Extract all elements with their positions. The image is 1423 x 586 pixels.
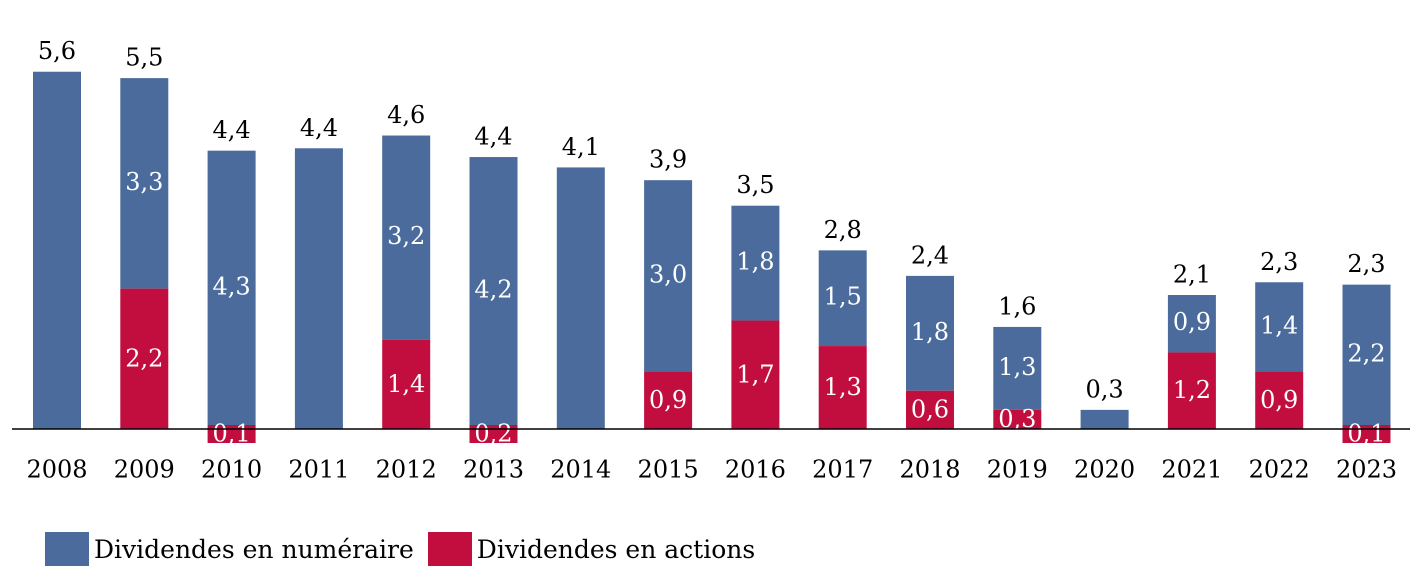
- bar-shares-2021: [1167, 352, 1216, 429]
- x-tick-2023: 2023: [1336, 456, 1397, 484]
- x-tick-2020: 2020: [1074, 456, 1135, 484]
- bar-cash-2017: [818, 250, 867, 347]
- bar-shares-2015: [644, 371, 693, 429]
- label-shares-2022: 0,9: [1260, 386, 1298, 414]
- x-tick-2018: 2018: [899, 456, 960, 484]
- x-tick-2009: 2009: [114, 456, 175, 484]
- bar-cash-2015: [644, 180, 693, 372]
- bar-shares-2022: [1255, 371, 1304, 429]
- bar-cash-2014: [556, 167, 605, 430]
- total-label-2016: 3,5: [736, 171, 774, 199]
- total-label-2008: 5,6: [38, 37, 76, 65]
- x-tick-2022: 2022: [1249, 456, 1310, 484]
- bar-cash-2020: [1080, 409, 1129, 429]
- legend-swatch-cash: [45, 532, 89, 566]
- label-cash-2013: 4,2: [474, 276, 512, 304]
- legend-item-shares: Dividendes en actions: [427, 532, 756, 566]
- bar-shares-2017: [818, 346, 867, 429]
- x-tick-2017: 2017: [812, 456, 873, 484]
- label-cash-2019: 1,3: [998, 353, 1036, 381]
- total-label-2009: 5,5: [125, 44, 163, 72]
- total-label-2017: 2,8: [824, 216, 862, 244]
- bar-shares-2016: [731, 320, 780, 429]
- label-shares-2012: 1,4: [387, 370, 425, 398]
- label-cash-2009: 3,3: [125, 168, 163, 196]
- total-label-2020: 0,3: [1086, 375, 1124, 403]
- x-tick-2021: 2021: [1161, 456, 1222, 484]
- bar-cash-2021: [1167, 295, 1216, 353]
- total-label-2013: 4,4: [474, 123, 512, 151]
- total-label-2019: 1,6: [998, 292, 1036, 320]
- bar-shares-2012: [382, 339, 431, 429]
- x-tick-2019: 2019: [987, 456, 1048, 484]
- x-tick-2014: 2014: [550, 456, 611, 484]
- bar-cash-2019: [993, 326, 1042, 410]
- bar-cash-2011: [294, 148, 343, 429]
- total-label-2010: 4,4: [213, 116, 251, 144]
- label-shares-2015: 0,9: [649, 386, 687, 414]
- legend-label-cash: Dividendes en numéraire: [94, 534, 414, 564]
- label-shares-2013: 0,2: [474, 420, 512, 448]
- total-label-2022: 2,3: [1260, 248, 1298, 276]
- total-label-2015: 3,9: [649, 146, 687, 174]
- total-label-2021: 2,1: [1173, 261, 1211, 289]
- label-cash-2010: 4,3: [213, 272, 251, 300]
- bar-cash-2022: [1255, 282, 1304, 372]
- label-shares-2018: 0,6: [911, 395, 949, 423]
- label-shares-2021: 1,2: [1173, 376, 1211, 404]
- x-tick-2008: 2008: [26, 456, 87, 484]
- legend: Dividendes en numéraire Dividendes en ac…: [45, 532, 769, 566]
- bar-cash-2010: [207, 150, 256, 425]
- label-shares-2016: 1,7: [736, 360, 774, 388]
- dividend-chart: 5,6 2008 3,3 2,2 5,5 2009 4,3 0,1 4,4 2010 4,4 2011…: [12, 37, 1410, 484]
- total-label-2023: 2,3: [1347, 250, 1385, 278]
- x-tick-2016: 2016: [725, 456, 786, 484]
- label-shares-2010: 0,1: [213, 420, 251, 448]
- bar-cash-2013: [469, 157, 518, 426]
- x-tick-2010: 2010: [201, 456, 262, 484]
- total-label-2018: 2,4: [911, 241, 949, 269]
- total-label-2011: 4,4: [300, 114, 338, 142]
- x-tick-2012: 2012: [376, 456, 437, 484]
- bar-cash-2023: [1342, 284, 1391, 425]
- label-cash-2023: 2,2: [1347, 339, 1385, 367]
- legend-item-cash: Dividendes en numéraire: [45, 532, 414, 566]
- label-shares-2009: 2,2: [125, 344, 163, 372]
- label-cash-2018: 1,8: [911, 318, 949, 346]
- bar-shares-2018: [906, 390, 954, 429]
- bar-shares-2019: [993, 409, 1042, 429]
- x-tick-2011: 2011: [288, 456, 349, 484]
- label-cash-2012: 3,2: [387, 222, 425, 250]
- bar-cash-2016: [731, 205, 780, 321]
- bar-cash-2009: [120, 78, 169, 289]
- x-tick-2015: 2015: [638, 456, 699, 484]
- legend-label-shares: Dividendes en actions: [476, 534, 756, 564]
- label-shares-2023: 0,1: [1347, 420, 1385, 448]
- label-cash-2016: 1,8: [736, 248, 774, 276]
- label-shares-2017: 1,3: [824, 373, 862, 401]
- x-tick-2013: 2013: [463, 456, 524, 484]
- total-label-2012: 4,6: [387, 101, 425, 129]
- bar-cash-2012: [382, 135, 431, 340]
- bar-cash-2018: [906, 275, 954, 391]
- bar-cash-2008: [33, 71, 81, 429]
- total-label-2014: 4,1: [562, 133, 600, 161]
- label-cash-2021: 0,9: [1173, 308, 1211, 336]
- bar-shares-2009: [120, 288, 169, 429]
- legend-swatch-shares: [427, 532, 472, 566]
- label-cash-2015: 3,0: [649, 260, 687, 288]
- label-cash-2017: 1,5: [824, 283, 862, 311]
- label-cash-2022: 1,4: [1260, 311, 1298, 339]
